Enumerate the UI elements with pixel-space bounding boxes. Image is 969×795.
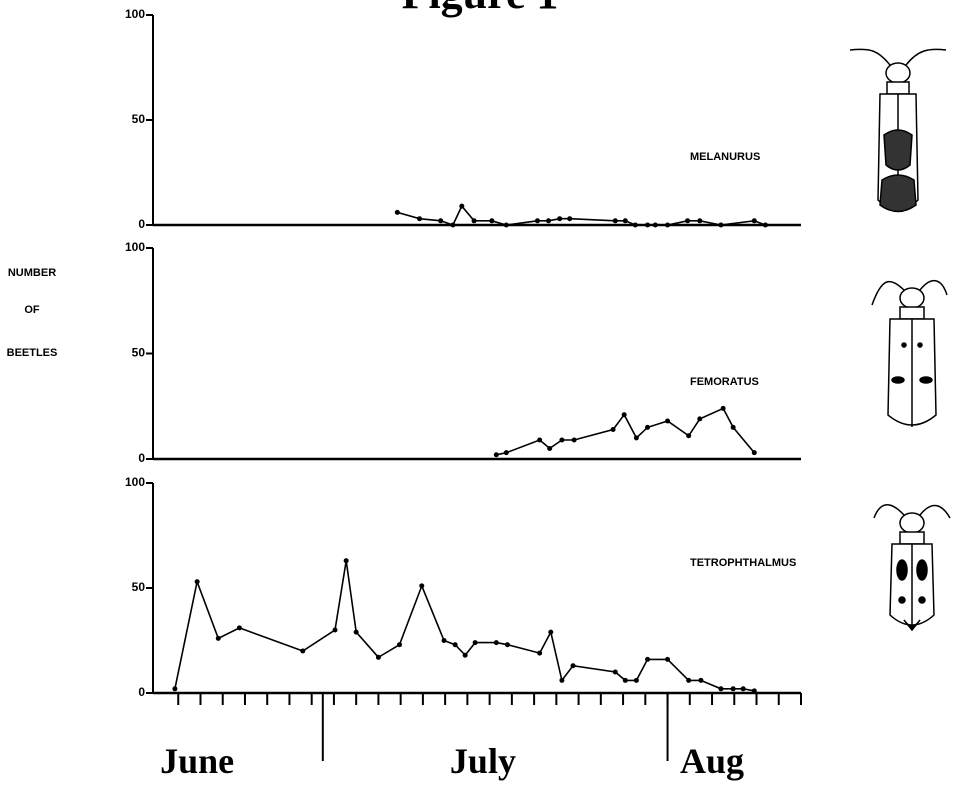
data-point <box>685 218 690 223</box>
data-point <box>472 218 477 223</box>
data-point <box>438 218 443 223</box>
data-point <box>489 218 494 223</box>
data-point <box>718 686 723 691</box>
y-tick-label: 50 <box>132 580 146 594</box>
data-point <box>450 223 455 228</box>
data-point <box>344 558 349 563</box>
data-point <box>645 223 650 228</box>
chart: Figure 1 NUMBER OF BEETLES 0 50 100 MELANUR… <box>0 0 969 795</box>
data-point <box>718 223 723 228</box>
data-point <box>376 655 381 660</box>
beetle-femoratus <box>872 281 947 427</box>
data-point <box>633 223 638 228</box>
data-point <box>752 218 757 223</box>
data-point <box>623 678 628 683</box>
data-point <box>567 216 572 221</box>
data-point <box>354 630 359 635</box>
data-point <box>535 218 540 223</box>
data-point <box>634 435 639 440</box>
y-axis-label: OF <box>24 304 40 316</box>
y-tick-label: 50 <box>132 112 146 126</box>
data-point <box>172 686 177 691</box>
data-point <box>665 419 670 424</box>
panel-label: TETROPHTHALMUS <box>690 557 796 569</box>
data-point <box>613 218 618 223</box>
data-point <box>395 210 400 215</box>
data-point <box>419 583 424 588</box>
data-point <box>634 678 639 683</box>
data-point <box>665 223 670 228</box>
data-point <box>752 450 757 455</box>
y-tick-label: 100 <box>125 7 145 21</box>
data-point <box>741 686 746 691</box>
data-point <box>752 688 757 693</box>
y-tick-label: 100 <box>125 475 145 489</box>
data-point <box>763 223 768 228</box>
data-point <box>731 425 736 430</box>
data-point <box>613 670 618 675</box>
data-point <box>453 642 458 647</box>
data-point <box>333 628 338 633</box>
data-point <box>557 216 562 221</box>
data-point <box>572 438 577 443</box>
data-point <box>731 686 736 691</box>
data-point <box>494 452 499 457</box>
x-tick-label: June <box>160 741 234 781</box>
data-point <box>686 678 691 683</box>
chart-title: Figure 1 <box>402 0 559 18</box>
x-tick-label: Aug <box>680 741 744 781</box>
data-line <box>175 561 754 691</box>
data-point <box>442 638 447 643</box>
data-point <box>300 649 305 654</box>
data-point <box>665 657 670 662</box>
data-point <box>697 218 702 223</box>
data-point <box>505 642 510 647</box>
data-point <box>559 678 564 683</box>
data-point <box>611 427 616 432</box>
data-point <box>463 653 468 658</box>
data-point <box>537 438 542 443</box>
beetle-melanurus <box>850 49 946 211</box>
data-point <box>721 406 726 411</box>
y-tick-label: 0 <box>138 685 145 699</box>
data-point <box>559 438 564 443</box>
panel-label: MELANURUS <box>690 151 760 163</box>
data-point <box>473 640 478 645</box>
data-point <box>547 446 552 451</box>
data-point <box>537 651 542 656</box>
data-point <box>698 678 703 683</box>
data-point <box>645 657 650 662</box>
data-point <box>494 640 499 645</box>
data-point <box>645 425 650 430</box>
data-point <box>504 450 509 455</box>
beetle-tetrophthalmus <box>874 505 950 630</box>
y-tick-label: 0 <box>138 217 145 231</box>
data-point <box>653 223 658 228</box>
data-point <box>417 216 422 221</box>
data-point <box>195 579 200 584</box>
panel-label: FEMORATUS <box>690 376 759 388</box>
data-point <box>216 636 221 641</box>
data-point <box>623 218 628 223</box>
data-point <box>548 630 553 635</box>
data-point <box>622 412 627 417</box>
data-point <box>397 642 402 647</box>
data-point <box>504 223 509 228</box>
data-point <box>237 625 242 630</box>
y-axis-label: NUMBER <box>8 267 56 279</box>
x-tick-label: July <box>450 741 516 781</box>
y-tick-label: 100 <box>125 240 145 254</box>
data-point <box>697 416 702 421</box>
data-point <box>571 663 576 668</box>
y-axis-label: BEETLES <box>7 347 58 359</box>
data-line <box>397 206 765 225</box>
y-tick-label: 0 <box>138 451 145 465</box>
data-point <box>459 204 464 209</box>
data-point <box>686 433 691 438</box>
y-tick-label: 50 <box>132 346 146 360</box>
data-point <box>546 218 551 223</box>
